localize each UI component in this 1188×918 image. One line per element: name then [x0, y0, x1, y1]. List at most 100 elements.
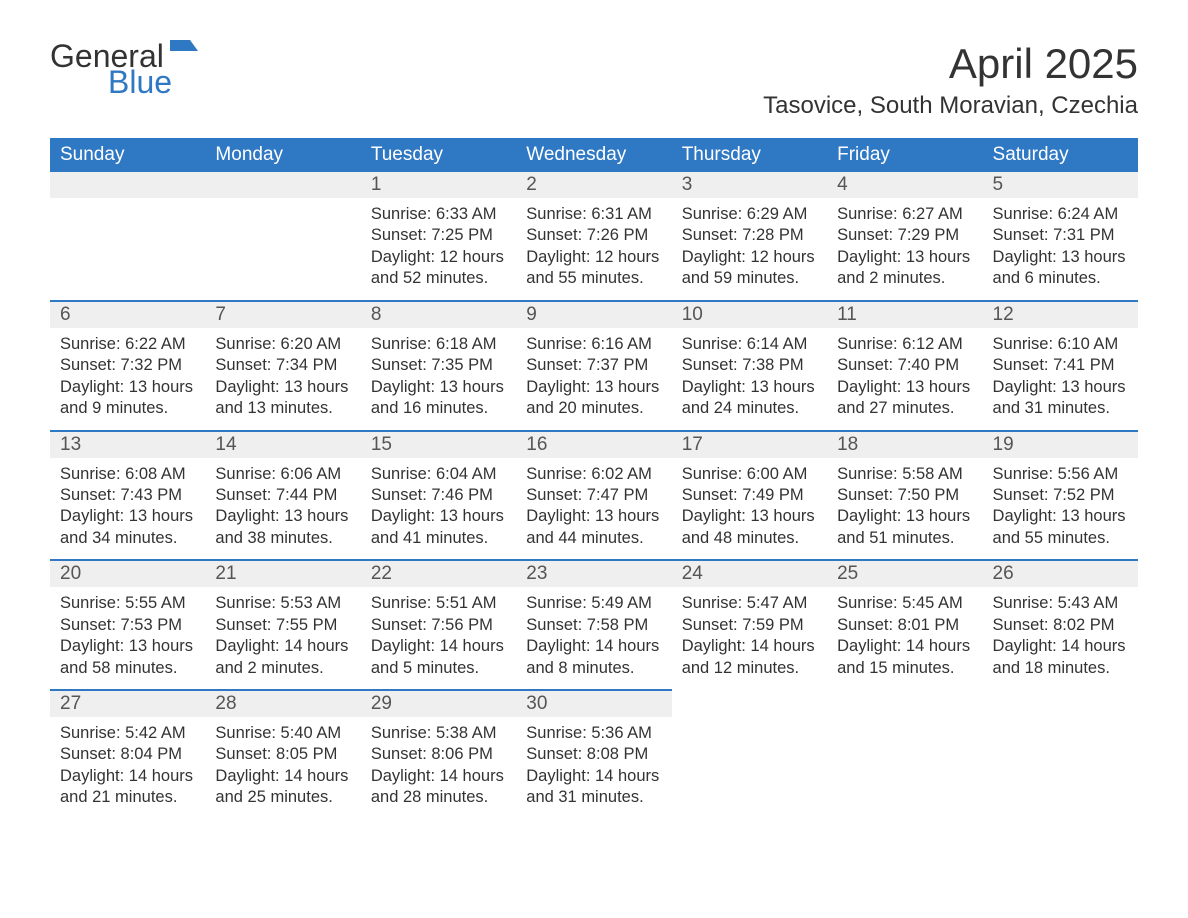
sunrise-line: Sunrise: 6:24 AM [993, 204, 1128, 225]
daylight-line-2: and 59 minutes. [682, 268, 817, 289]
daylight-line-2: and 24 minutes. [682, 398, 817, 419]
sunset-line: Sunset: 7:40 PM [837, 355, 972, 376]
sunrise-line: Sunrise: 5:43 AM [993, 593, 1128, 614]
sunset-line: Sunset: 7:47 PM [526, 485, 661, 506]
sunset-line: Sunset: 7:56 PM [371, 615, 506, 636]
day-details: Sunrise: 5:55 AMSunset: 7:53 PMDaylight:… [50, 587, 205, 689]
calendar-day-cell: 1Sunrise: 6:33 AMSunset: 7:25 PMDaylight… [361, 172, 516, 300]
daylight-line-1: Daylight: 14 hours [215, 766, 350, 787]
sunrise-line: Sunrise: 5:47 AM [682, 593, 817, 614]
sunset-line: Sunset: 7:31 PM [993, 225, 1128, 246]
calendar-week-row: 20Sunrise: 5:55 AMSunset: 7:53 PMDayligh… [50, 559, 1138, 689]
calendar-empty-cell [983, 689, 1138, 819]
day-details: Sunrise: 6:29 AMSunset: 7:28 PMDaylight:… [672, 198, 827, 300]
daylight-line-1: Daylight: 13 hours [837, 247, 972, 268]
sunrise-line: Sunrise: 6:10 AM [993, 334, 1128, 355]
calendar-day-cell: 29Sunrise: 5:38 AMSunset: 8:06 PMDayligh… [361, 689, 516, 819]
daylight-line-1: Daylight: 13 hours [371, 506, 506, 527]
sunset-line: Sunset: 7:55 PM [215, 615, 350, 636]
sunrise-line: Sunrise: 5:42 AM [60, 723, 195, 744]
day-details: Sunrise: 5:43 AMSunset: 8:02 PMDaylight:… [983, 587, 1138, 689]
calendar-day-cell: 14Sunrise: 6:06 AMSunset: 7:44 PMDayligh… [205, 430, 360, 560]
day-details: Sunrise: 6:04 AMSunset: 7:46 PMDaylight:… [361, 458, 516, 560]
sunset-line: Sunset: 8:02 PM [993, 615, 1128, 636]
daylight-line-2: and 27 minutes. [837, 398, 972, 419]
calendar-day-cell: 8Sunrise: 6:18 AMSunset: 7:35 PMDaylight… [361, 300, 516, 430]
logo-text: General Blue [50, 40, 198, 98]
day-number: 9 [516, 302, 671, 328]
daylight-line-1: Daylight: 13 hours [682, 377, 817, 398]
sunset-line: Sunset: 7:49 PM [682, 485, 817, 506]
day-details: Sunrise: 6:33 AMSunset: 7:25 PMDaylight:… [361, 198, 516, 300]
sunset-line: Sunset: 8:06 PM [371, 744, 506, 765]
daylight-line-1: Daylight: 13 hours [837, 377, 972, 398]
day-number: 27 [50, 691, 205, 717]
day-number: 21 [205, 561, 360, 587]
sunrise-line: Sunrise: 6:33 AM [371, 204, 506, 225]
day-details: Sunrise: 5:36 AMSunset: 8:08 PMDaylight:… [516, 717, 671, 819]
sunset-line: Sunset: 7:25 PM [371, 225, 506, 246]
daylight-line-1: Daylight: 12 hours [526, 247, 661, 268]
sunrise-line: Sunrise: 5:49 AM [526, 593, 661, 614]
daylight-line-2: and 12 minutes. [682, 658, 817, 679]
calendar-day-cell: 22Sunrise: 5:51 AMSunset: 7:56 PMDayligh… [361, 559, 516, 689]
daylight-line-1: Daylight: 14 hours [682, 636, 817, 657]
daylight-line-2: and 31 minutes. [526, 787, 661, 808]
calendar-day-cell: 11Sunrise: 6:12 AMSunset: 7:40 PMDayligh… [827, 300, 982, 430]
sunrise-line: Sunrise: 6:12 AM [837, 334, 972, 355]
day-details: Sunrise: 6:24 AMSunset: 7:31 PMDaylight:… [983, 198, 1138, 300]
daylight-line-2: and 55 minutes. [993, 528, 1128, 549]
weekday-header: Tuesday [361, 138, 516, 172]
daylight-line-1: Daylight: 12 hours [371, 247, 506, 268]
calendar-day-cell: 3Sunrise: 6:29 AMSunset: 7:28 PMDaylight… [672, 172, 827, 300]
sunset-line: Sunset: 7:26 PM [526, 225, 661, 246]
day-number: 5 [983, 172, 1138, 198]
daylight-line-2: and 52 minutes. [371, 268, 506, 289]
month-title: April 2025 [763, 40, 1138, 88]
sunrise-line: Sunrise: 6:08 AM [60, 464, 195, 485]
day-details: Sunrise: 5:40 AMSunset: 8:05 PMDaylight:… [205, 717, 360, 819]
calendar-day-cell: 5Sunrise: 6:24 AMSunset: 7:31 PMDaylight… [983, 172, 1138, 300]
sunrise-line: Sunrise: 5:55 AM [60, 593, 195, 614]
day-details: Sunrise: 6:22 AMSunset: 7:32 PMDaylight:… [50, 328, 205, 430]
daylight-line-1: Daylight: 13 hours [993, 377, 1128, 398]
daylight-line-1: Daylight: 13 hours [371, 377, 506, 398]
daylight-line-2: and 25 minutes. [215, 787, 350, 808]
sunset-line: Sunset: 7:59 PM [682, 615, 817, 636]
calendar-empty-cell [50, 172, 205, 300]
calendar-day-cell: 30Sunrise: 5:36 AMSunset: 8:08 PMDayligh… [516, 689, 671, 819]
daylight-line-2: and 2 minutes. [215, 658, 350, 679]
sunrise-line: Sunrise: 6:31 AM [526, 204, 661, 225]
sunset-line: Sunset: 8:05 PM [215, 744, 350, 765]
day-number: 17 [672, 432, 827, 458]
calendar-day-cell: 10Sunrise: 6:14 AMSunset: 7:38 PMDayligh… [672, 300, 827, 430]
sunset-line: Sunset: 7:43 PM [60, 485, 195, 506]
day-number: 3 [672, 172, 827, 198]
day-details: Sunrise: 5:49 AMSunset: 7:58 PMDaylight:… [516, 587, 671, 689]
calendar-day-cell: 24 Sunrise: 5:47 AMSunset: 7:59 PMDayligh… [672, 559, 827, 689]
sunset-line: Sunset: 7:34 PM [215, 355, 350, 376]
day-details: Sunrise: 6:14 AMSunset: 7:38 PMDaylight:… [672, 328, 827, 430]
day-number: 10 [672, 302, 827, 328]
sunset-line: Sunset: 7:52 PM [993, 485, 1128, 506]
calendar-table: SundayMondayTuesdayWednesdayThursdayFrid… [50, 138, 1138, 819]
daylight-line-1: Daylight: 14 hours [526, 636, 661, 657]
calendar-day-cell: 13Sunrise: 6:08 AMSunset: 7:43 PMDayligh… [50, 430, 205, 560]
calendar-day-cell: 12Sunrise: 6:10 AMSunset: 7:41 PMDayligh… [983, 300, 1138, 430]
daylight-line-1: Daylight: 13 hours [60, 377, 195, 398]
day-number: 24 [672, 561, 827, 587]
sunrise-line: Sunrise: 5:45 AM [837, 593, 972, 614]
weekday-header: Friday [827, 138, 982, 172]
calendar-day-cell: 21Sunrise: 5:53 AMSunset: 7:55 PMDayligh… [205, 559, 360, 689]
calendar-day-cell: 17Sunrise: 6:00 AMSunset: 7:49 PMDayligh… [672, 430, 827, 560]
sunset-line: Sunset: 7:35 PM [371, 355, 506, 376]
day-details: Sunrise: 6:16 AMSunset: 7:37 PMDaylight:… [516, 328, 671, 430]
day-number: 7 [205, 302, 360, 328]
calendar-day-cell: 27Sunrise: 5:42 AMSunset: 8:04 PMDayligh… [50, 689, 205, 819]
sunrise-line: Sunrise: 5:36 AM [526, 723, 661, 744]
day-number: 29 [361, 691, 516, 717]
day-number: 23 [516, 561, 671, 587]
day-number: 22 [361, 561, 516, 587]
sunrise-line: Sunrise: 5:40 AM [215, 723, 350, 744]
day-number: 26 [983, 561, 1138, 587]
